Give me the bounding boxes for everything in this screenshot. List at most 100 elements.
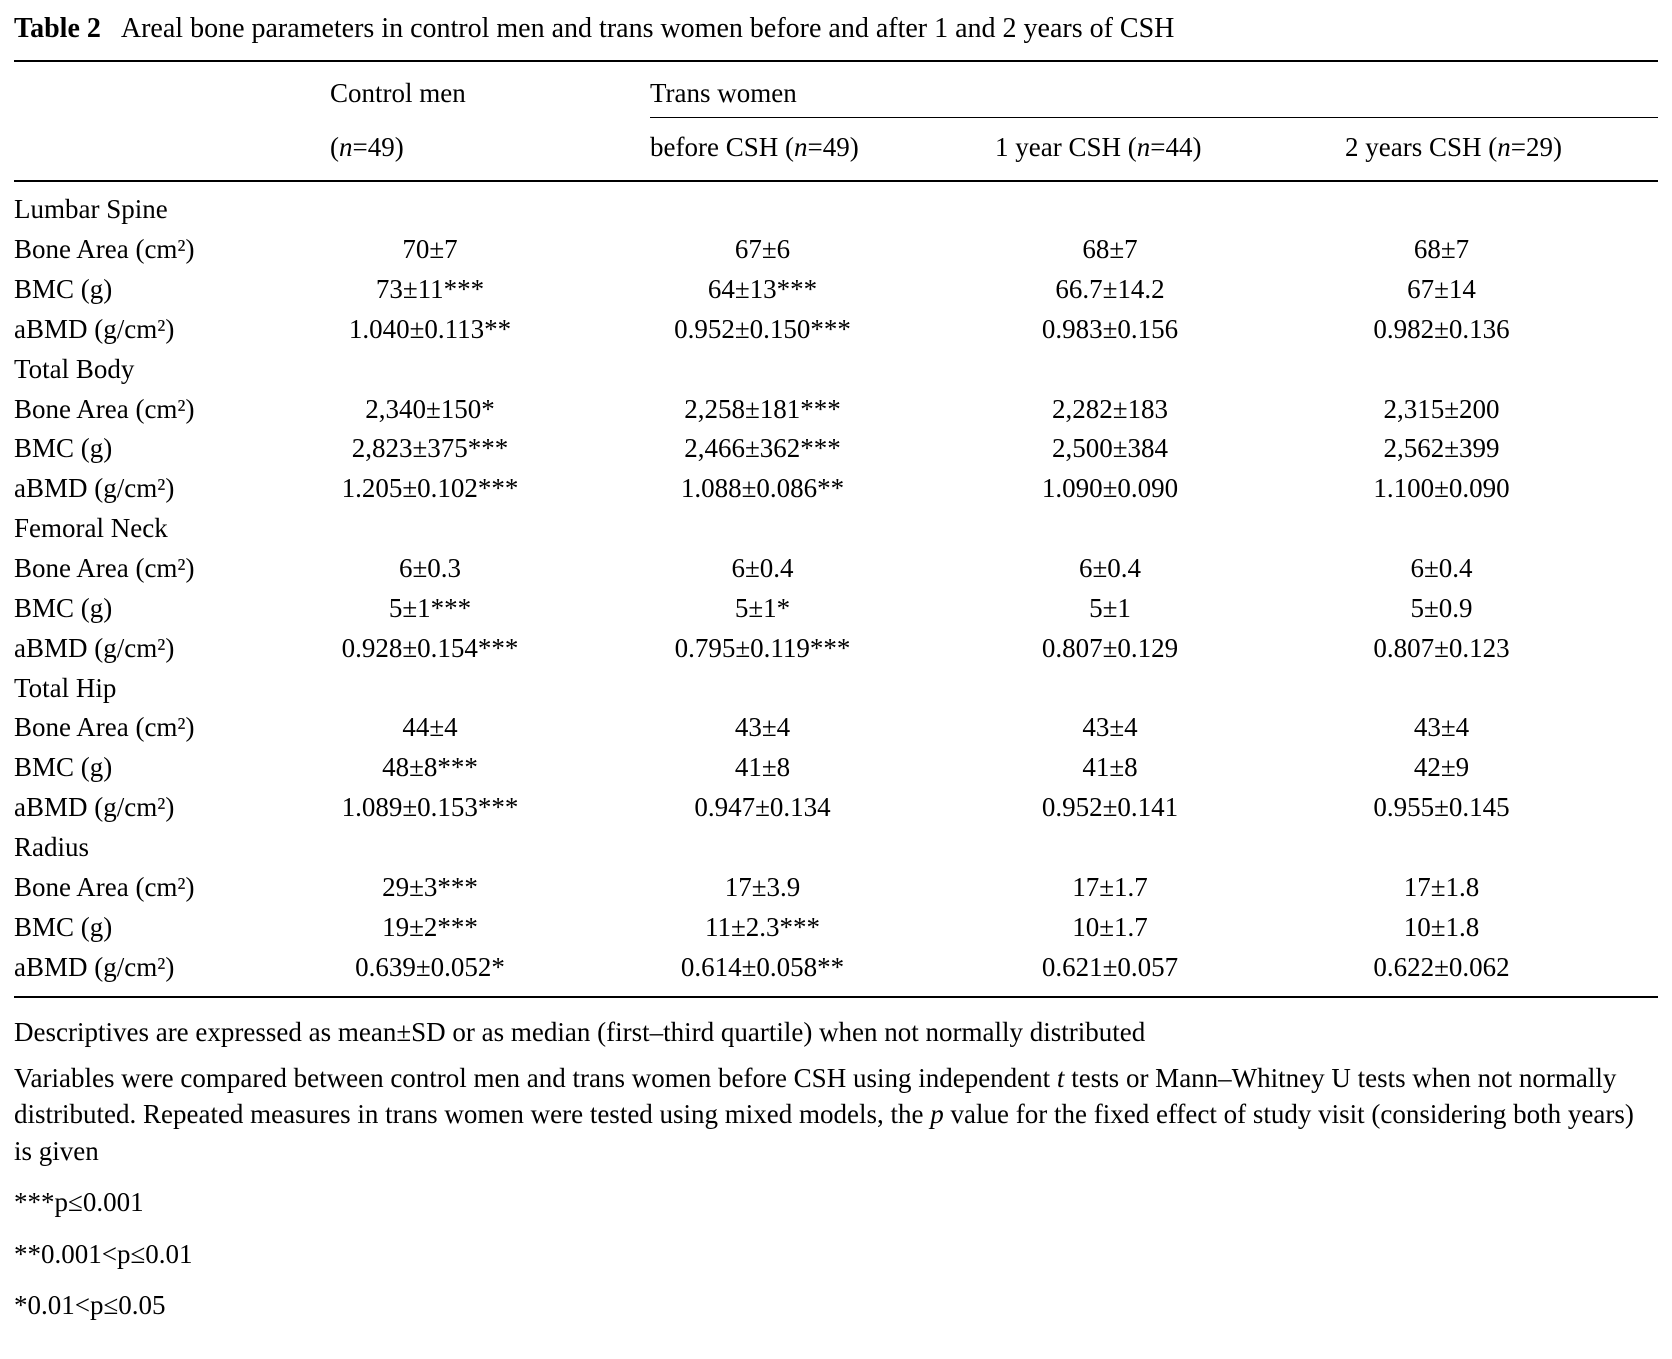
section-row: Total Body [14,350,1658,390]
row-label: Bone Area (cm²) [14,712,195,743]
value-cell: 2,466±362*** [684,433,841,464]
row-label: Bone Area (cm²) [14,871,195,902]
value-cell: 41±8 [1082,752,1138,783]
value-cell: 2,258±181*** [684,393,841,424]
value-cell: 67±14 [1407,274,1476,305]
value-cell: 43±4 [734,712,791,743]
row-label: BMC (g) [14,433,113,464]
value-cell: 2,282±183 [1051,393,1169,424]
empty-corner-cell [14,61,330,118]
row-label: BMC (g) [14,592,113,623]
value-cell: 5±0.9 [1410,592,1473,623]
value-cell: 10±1.8 [1403,911,1480,942]
section-header-radius: Radius [14,832,90,863]
value-cell: 5±1 [1089,592,1131,623]
value-cell: 43±4 [1082,712,1138,743]
row-label: Bone Area (cm²) [14,553,195,584]
bone-parameters-table: Control men Trans women (n=49) before CS… [14,59,1658,998]
value-cell: 6±0.4 [1410,553,1473,584]
section-header-femoral-neck: Femoral Neck [14,513,168,544]
value-cell: 68±7 [1082,234,1138,265]
value-cell: 1.090±0.090 [1041,473,1179,504]
value-cell: 48±8*** [382,752,478,783]
value-cell: 0.983±0.156 [1041,313,1179,344]
table-row: Bone Area (cm²) 2,340±150* 2,258±181*** … [14,390,1658,430]
value-cell: 0.639±0.052* [355,951,505,982]
table-row: aBMD (g/cm²) 1.205±0.102*** 1.088±0.086*… [14,469,1658,509]
value-cell: 6±0.4 [1078,553,1142,584]
column-group-row: Control men Trans women [14,60,1658,119]
value-cell: 11±2.3*** [704,911,821,942]
value-cell: 0.622±0.062 [1373,951,1510,982]
row-label: BMC (g) [14,274,113,305]
value-cell: 5±1* [734,592,791,623]
table-row: Bone Area (cm²) 6±0.3 6±0.4 6±0.4 6±0.4 [14,549,1658,589]
row-label: BMC (g) [14,911,113,942]
column-group-trans-women: Trans women [650,60,1658,119]
value-cell: 66.7±14.2 [1055,274,1165,305]
value-cell: 2,500±384 [1051,433,1169,464]
value-cell: 0.952±0.150*** [674,313,851,344]
value-cell: 2,823±375*** [351,433,509,464]
value-cell: 0.947±0.134 [694,792,831,823]
value-cell: 2,315±200 [1383,393,1500,424]
empty-corner-cell [14,117,330,183]
column-subheader-row: (n=49) before CSH (n=49) 1 year CSH (n=4… [14,117,1658,183]
value-cell: 10±1.7 [1072,911,1148,942]
value-cell: 0.955±0.145 [1373,792,1510,823]
table-caption: Areal bone parameters in control men and… [120,13,1175,44]
table-row: Bone Area (cm²) 44±4 43±4 43±4 43±4 [14,708,1658,748]
value-cell: 19±2*** [382,911,478,942]
section-header-total-hip: Total Hip [14,672,117,703]
value-cell: 2,562±399 [1383,433,1500,464]
value-cell: 42±9 [1413,752,1470,783]
value-cell: 1.040±0.113** [348,313,512,344]
section-header-total-body: Total Body [14,353,135,384]
row-label: aBMD (g/cm²) [14,473,175,504]
footnote-significance-p05: *0.01<p≤0.05 [14,1290,166,1321]
footnote-descriptives: Descriptives are expressed as mean±SD or… [14,1016,1146,1047]
table-row: BMC (g) 5±1*** 5±1* 5±1 5±0.9 [14,589,1658,629]
value-cell: 67±6 [734,234,791,265]
section-header-lumbar-spine: Lumbar Spine [14,194,168,225]
section-row: Radius [14,828,1658,868]
value-cell: 0.982±0.136 [1373,313,1510,344]
row-label: Bone Area (cm²) [14,234,195,265]
value-cell: 0.928±0.154*** [341,632,519,663]
table-row: BMC (g) 48±8*** 41±8 41±8 42±9 [14,748,1658,788]
table-row: BMC (g) 73±11*** 64±13*** 66.7±14.2 67±1… [14,270,1658,310]
value-cell: 1.088±0.086** [680,473,845,504]
table-row: aBMD (g/cm²) 1.040±0.113** 0.952±0.150**… [14,310,1658,350]
value-cell: 64±13*** [707,274,818,305]
value-cell: 0.614±0.058** [680,951,845,982]
table-row: aBMD (g/cm²) 1.089±0.153*** 0.947±0.134 … [14,788,1658,828]
value-cell: 17±3.9 [724,871,801,902]
footnote-methods: Variables were compared between control … [14,1062,1634,1166]
value-cell: 70±7 [402,234,458,265]
row-label: aBMD (g/cm²) [14,792,175,823]
table-row: Bone Area (cm²) 70±7 67±6 68±7 68±7 [14,230,1658,270]
value-cell: 0.952±0.141 [1041,792,1179,823]
column-group-control-men: Control men [330,78,466,109]
value-cell: 0.807±0.129 [1041,632,1179,663]
value-cell: 17±1.8 [1403,871,1480,902]
value-cell: 5±1*** [388,592,472,623]
value-cell: 6±0.3 [398,553,462,584]
value-cell: 73±11*** [375,274,485,305]
table-title: Table 2 Areal bone parameters in control … [14,12,1658,46]
footnote-significance-p01: **0.001<p≤0.01 [14,1238,193,1269]
table-row: Bone Area (cm²) 29±3*** 17±3.9 17±1.7 17… [14,868,1658,908]
subheader-2-years-csh: 2 years CSH (n=29) [1345,117,1658,183]
section-row: Lumbar Spine [14,181,1658,230]
table-footnotes: Descriptives are expressed as mean±SD or… [14,1014,1658,1324]
row-label: BMC (g) [14,752,113,783]
value-cell: 1.100±0.090 [1373,473,1510,504]
table-row: BMC (g) 2,823±375*** 2,466±362*** 2,500±… [14,429,1658,469]
table-row: aBMD (g/cm²) 0.928±0.154*** 0.795±0.119*… [14,629,1658,669]
value-cell: 2,340±150* [365,393,495,424]
value-cell: 41±8 [734,752,791,783]
row-label: aBMD (g/cm²) [14,632,175,663]
section-row: Total Hip [14,669,1658,709]
table-number-label: Table 2 [14,13,101,44]
value-cell: 0.621±0.057 [1041,951,1179,982]
